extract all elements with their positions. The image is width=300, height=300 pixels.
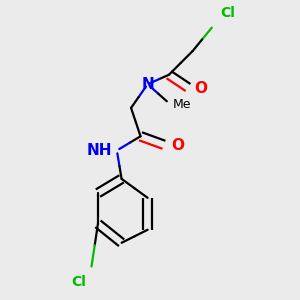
Text: Cl: Cl bbox=[72, 275, 87, 289]
Text: O: O bbox=[194, 81, 208, 96]
Text: Cl: Cl bbox=[220, 6, 235, 20]
Text: NH: NH bbox=[87, 143, 112, 158]
Text: N: N bbox=[141, 77, 154, 92]
Text: Me: Me bbox=[173, 98, 192, 111]
Text: O: O bbox=[171, 138, 184, 153]
